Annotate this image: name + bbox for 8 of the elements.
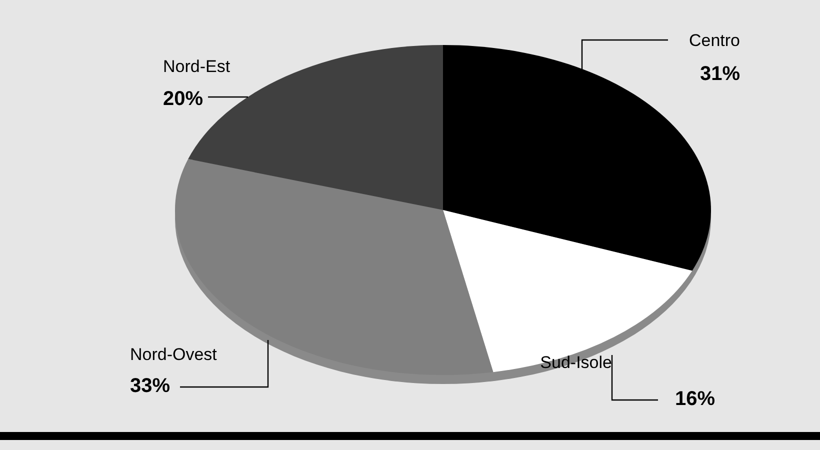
data-label: 16% [674,388,716,410]
data-label: 20% [163,88,204,110]
data-label: 31% [700,63,740,85]
slice-label: Nord-Est [163,57,230,76]
slice-label: Centro [688,31,740,50]
slice-label: Nord-Ovest [130,345,218,364]
slice-label: Sud-Isole [540,353,612,372]
data-label: 33% [130,375,170,397]
